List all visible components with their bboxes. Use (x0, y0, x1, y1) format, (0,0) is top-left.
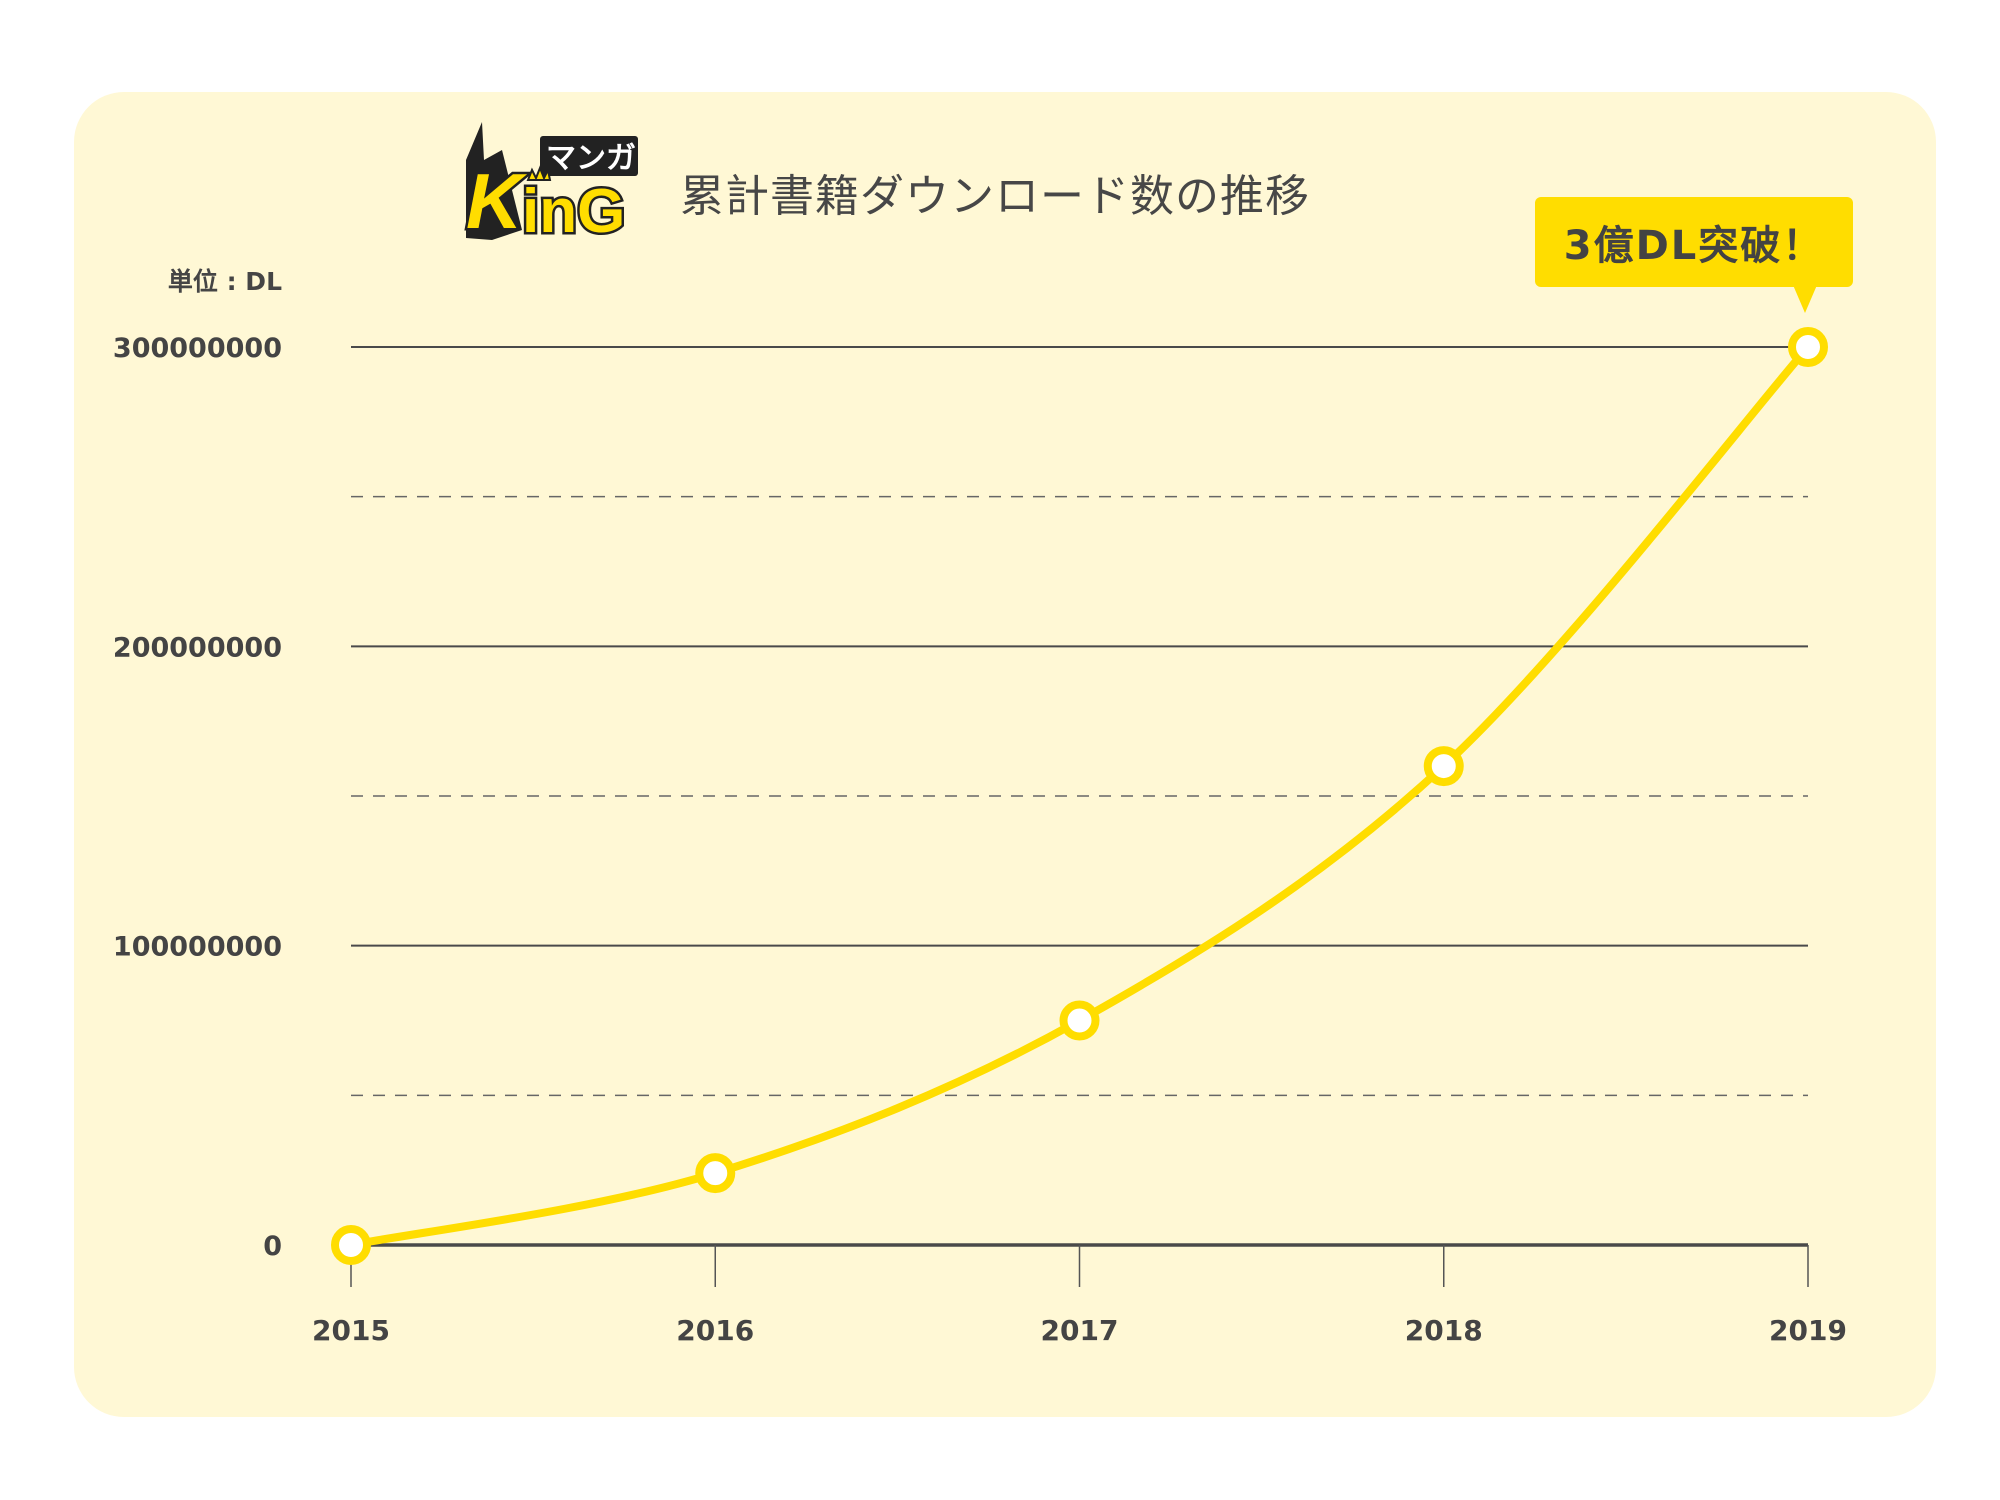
y-tick-label: 100000000 (113, 932, 282, 963)
x-tick-label: 2017 (1041, 1314, 1119, 1347)
unit-label: 単位 : DL (167, 267, 282, 296)
y-tick-label: 300000000 (113, 333, 282, 364)
data-point (1788, 327, 1828, 367)
svg-text:inG: inG (522, 177, 625, 246)
data-point (1423, 746, 1464, 787)
x-tick-label: 2016 (676, 1314, 754, 1347)
series-line (347, 343, 1812, 1249)
x-tick-label: 2018 (1405, 1314, 1483, 1347)
data-point (331, 1225, 371, 1265)
x-tick-label: 2019 (1769, 1314, 1847, 1347)
y-tick-label: 200000000 (113, 632, 282, 663)
data-point (1059, 1000, 1100, 1041)
y-tick-label: 0 (263, 1231, 282, 1262)
svg-text:マンガ: マンガ (546, 141, 636, 176)
milestone-callout: 3億DL突破！ (1535, 197, 1853, 313)
manga-king-logo: K inG マンガ (464, 122, 638, 246)
chart-card (74, 92, 1936, 1417)
svg-text:K: K (466, 157, 528, 245)
data-point (695, 1153, 736, 1194)
chart-title: 累計書籍ダウンロード数の推移 (680, 171, 1310, 222)
x-tick-label: 2015 (312, 1314, 390, 1347)
